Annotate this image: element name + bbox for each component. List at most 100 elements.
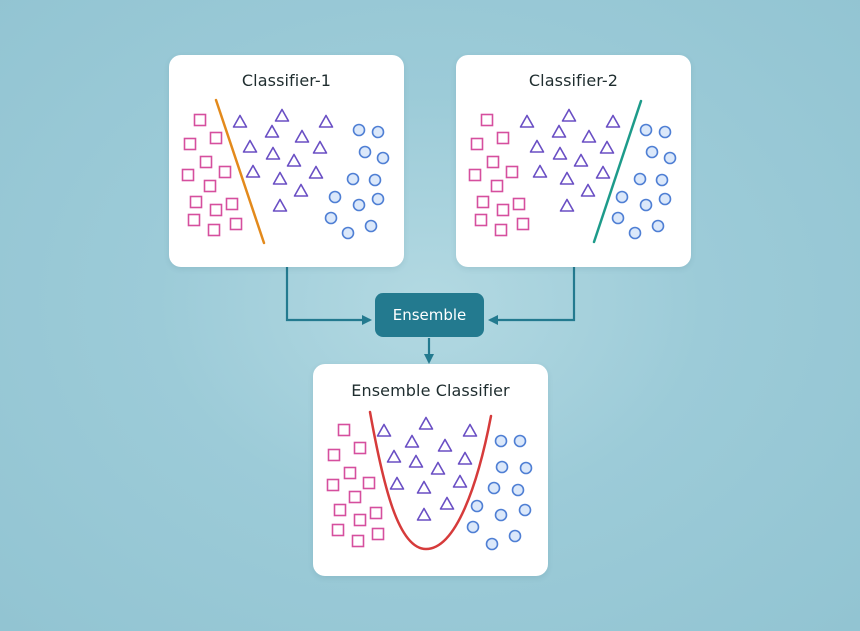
triangle-marker-icon (242, 139, 258, 153)
triangle-marker-icon (462, 423, 478, 437)
triangle-marker-icon (457, 451, 473, 465)
triangle-marker-icon (404, 434, 420, 448)
circle-marker-icon (376, 151, 390, 165)
triangle-marker-icon (293, 183, 309, 197)
square-marker-icon (490, 179, 504, 193)
triangle-marker-icon (274, 108, 290, 122)
square-marker-icon (351, 534, 365, 548)
square-marker-icon (193, 113, 207, 127)
square-marker-icon (333, 503, 347, 517)
circle-marker-icon (341, 226, 355, 240)
triangle-marker-icon (452, 474, 468, 488)
square-marker-icon (343, 466, 357, 480)
triangle-marker-icon (272, 171, 288, 185)
circle-marker-icon (645, 145, 659, 159)
ensemble-classifier-card: Ensemble Classifier (313, 364, 548, 576)
square-marker-icon (229, 217, 243, 231)
triangle-marker-icon (294, 129, 310, 143)
triangle-marker-icon (605, 114, 621, 128)
square-marker-icon (496, 203, 510, 217)
square-marker-icon (476, 195, 490, 209)
circle-marker-icon (655, 173, 669, 187)
classifier-1-plot (181, 98, 390, 245)
classifier-1-title: Classifier-1 (241, 71, 332, 90)
circle-marker-icon (364, 219, 378, 233)
circle-marker-icon (518, 503, 532, 517)
classifier-2-boundary-line (592, 99, 643, 244)
circle-marker-icon (511, 483, 525, 497)
triangle-marker-icon (519, 114, 535, 128)
triangle-marker-icon (529, 139, 545, 153)
triangle-marker-icon (416, 480, 432, 494)
ensemble-classifier-plot (326, 410, 533, 551)
classifier-2-title: Classifier-2 (528, 71, 619, 90)
circle-marker-icon (658, 125, 672, 139)
circle-marker-icon (324, 211, 338, 225)
triangle-marker-icon (559, 198, 575, 212)
triangle-marker-icon (265, 146, 281, 160)
square-marker-icon (486, 155, 500, 169)
triangle-marker-icon (551, 124, 567, 138)
square-marker-icon (218, 165, 232, 179)
circle-marker-icon (615, 190, 629, 204)
ensemble-boundary-curve (368, 410, 493, 551)
circle-marker-icon (466, 520, 480, 534)
triangle-marker-icon (272, 198, 288, 212)
square-marker-icon (480, 113, 494, 127)
square-marker-icon (189, 195, 203, 209)
square-marker-icon (362, 476, 376, 490)
triangle-marker-icon (386, 449, 402, 463)
triangle-marker-icon (245, 164, 261, 178)
circle-marker-icon (352, 123, 366, 137)
classifier-2-card: Classifier-2 (456, 55, 691, 267)
square-marker-icon (496, 131, 510, 145)
square-marker-icon (181, 168, 195, 182)
circle-marker-icon (639, 198, 653, 212)
circle-marker-icon (651, 219, 665, 233)
circle-marker-icon (663, 151, 677, 165)
triangle-marker-icon (418, 416, 434, 430)
square-marker-icon (209, 131, 223, 145)
triangle-marker-icon (532, 164, 548, 178)
circle-marker-icon (628, 226, 642, 240)
circle-marker-icon (487, 481, 501, 495)
square-marker-icon (203, 179, 217, 193)
square-marker-icon (505, 165, 519, 179)
circle-marker-icon (371, 125, 385, 139)
square-marker-icon (348, 490, 362, 504)
triangle-marker-icon (232, 114, 248, 128)
square-marker-icon (225, 197, 239, 211)
triangle-marker-icon (595, 165, 611, 179)
circle-marker-icon (495, 460, 509, 474)
circle-marker-icon (639, 123, 653, 137)
square-marker-icon (183, 137, 197, 151)
triangle-marker-icon (312, 140, 328, 154)
square-marker-icon (331, 523, 345, 537)
circle-marker-icon (371, 192, 385, 206)
circle-marker-icon (346, 172, 360, 186)
ensemble-box: Ensemble (375, 293, 484, 337)
arrow-classifier2-to-ensemble (488, 267, 576, 325)
square-marker-icon (209, 203, 223, 217)
circle-marker-icon (470, 499, 484, 513)
circle-marker-icon (485, 537, 499, 551)
circle-marker-icon (328, 190, 342, 204)
triangle-marker-icon (318, 114, 334, 128)
classifier-1-boundary-line (214, 98, 266, 245)
square-marker-icon (337, 423, 351, 437)
triangle-marker-icon (559, 171, 575, 185)
triangle-marker-icon (286, 153, 302, 167)
square-marker-icon (326, 478, 340, 492)
circle-marker-icon (519, 461, 533, 475)
circle-marker-icon (633, 172, 647, 186)
classifier-2-plot (468, 99, 677, 244)
circle-marker-icon (513, 434, 527, 448)
square-marker-icon (494, 223, 508, 237)
circle-marker-icon (494, 434, 508, 448)
triangle-marker-icon (552, 146, 568, 160)
triangle-marker-icon (561, 108, 577, 122)
triangle-marker-icon (580, 183, 596, 197)
triangle-marker-icon (439, 496, 455, 510)
triangle-marker-icon (581, 129, 597, 143)
